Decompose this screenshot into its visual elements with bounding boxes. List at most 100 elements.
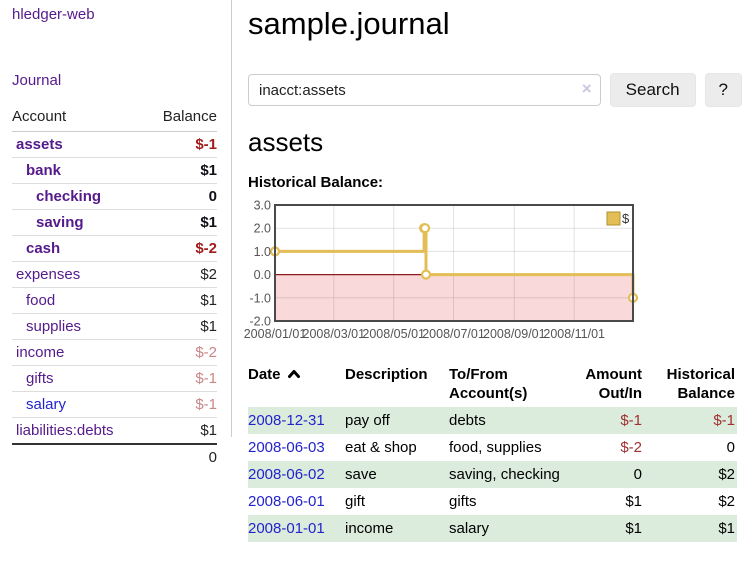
transaction-amount: $1 xyxy=(625,520,642,537)
transaction-text: debts xyxy=(449,412,486,429)
transaction-text: pay off xyxy=(345,412,390,429)
account-row: cash $-2 xyxy=(12,235,217,262)
transaction-amount: 0 xyxy=(726,439,735,456)
account-row: supplies $1 xyxy=(12,313,217,340)
svg-text:2008/11/01: 2008/11/01 xyxy=(543,327,605,341)
account-row: food $1 xyxy=(12,287,217,314)
accounts-total-value: 0 xyxy=(145,443,217,470)
column-header-historical: Historical Balance xyxy=(652,363,737,407)
account-balance: $1 xyxy=(145,313,217,340)
sort-ascending-icon xyxy=(287,370,300,378)
account-row: assets $-1 xyxy=(12,131,217,158)
transaction-row: 2008-06-02 save saving, checking 0 $2 xyxy=(248,461,737,488)
transaction-date-link[interactable]: 2008-12-31 xyxy=(248,412,325,429)
accounts-table: Account Balance assets $-1 bank $1 checking 0… xyxy=(12,106,217,470)
column-header-label: Amount Out/In xyxy=(585,366,642,402)
sidebar-account-link[interactable]: income xyxy=(16,344,65,361)
sidebar-account-link[interactable]: cash xyxy=(26,240,61,257)
transaction-row: 2008-06-01 gift gifts $1 $2 xyxy=(248,488,737,515)
svg-text:2008/01/01: 2008/01/01 xyxy=(244,327,307,341)
sidebar-account-link[interactable]: liabilities:debts xyxy=(16,422,114,439)
sidebar-account-link[interactable]: food xyxy=(26,292,56,309)
svg-text:2008/05/01: 2008/05/01 xyxy=(362,327,425,341)
transactions-table: Date Description To/From Account(s) Amount … xyxy=(248,363,737,542)
sidebar-account-link[interactable]: saving xyxy=(36,214,84,231)
account-balance: $-2 xyxy=(145,339,217,366)
svg-text:2.0: 2.0 xyxy=(254,222,271,236)
sidebar-account-link[interactable]: salary xyxy=(26,396,67,413)
column-header-label: Historical Balance xyxy=(666,366,735,402)
help-button[interactable]: ? xyxy=(704,73,742,107)
transaction-amount: $2 xyxy=(718,466,735,483)
clear-search-icon[interactable]: × xyxy=(581,79,592,98)
balance-chart-svg: $3.0 2.0 1.0 0.0 -1.0 -2.02008/01/012008/03/0… xyxy=(244,199,639,341)
sidebar-account-link[interactable]: assets xyxy=(16,136,63,153)
account-balance: $1 xyxy=(145,287,217,314)
account-row: expenses $2 xyxy=(12,261,217,288)
account-row: checking 0 xyxy=(12,183,217,210)
search-input[interactable] xyxy=(248,74,601,106)
transaction-date-link[interactable]: 2008-01-01 xyxy=(248,520,325,537)
account-balance: $1 xyxy=(145,417,217,444)
sidebar: hledger-web Journal Account Balance asse… xyxy=(0,0,232,470)
transaction-text: gifts xyxy=(449,493,477,510)
transaction-row: 2008-01-01 income salary $1 $1 xyxy=(248,515,737,542)
transaction-row: 2008-06-03 eat & shop food, supplies $-2 0 xyxy=(248,434,737,461)
svg-text:-2.0: -2.0 xyxy=(249,315,271,329)
sidebar-account-link[interactable]: expenses xyxy=(16,266,81,283)
column-header-amount: Amount Out/In xyxy=(580,363,652,407)
column-header-label: Date xyxy=(248,366,281,383)
svg-text:2008/07/01: 2008/07/01 xyxy=(422,327,485,341)
sidebar-account-link[interactable]: supplies xyxy=(26,318,82,335)
account-balance: 0 xyxy=(145,183,217,210)
transaction-amount: $2 xyxy=(718,493,735,510)
sidebar-account-link[interactable]: checking xyxy=(36,188,102,205)
account-row: gifts $-1 xyxy=(12,365,217,392)
transaction-text: income xyxy=(345,520,394,537)
account-heading: assets xyxy=(248,127,324,157)
transaction-date-link[interactable]: 2008-06-02 xyxy=(248,466,325,483)
svg-text:2008/09/01: 2008/09/01 xyxy=(483,327,546,341)
account-balance: $-1 xyxy=(145,365,217,392)
accounts-total-row: 0 xyxy=(12,443,217,470)
svg-text:2008/03/01: 2008/03/01 xyxy=(303,327,366,341)
column-header-label: To/From Account(s) xyxy=(449,366,528,402)
sidebar-account-link[interactable]: gifts xyxy=(26,370,54,387)
transaction-text: food, supplies xyxy=(449,439,542,456)
column-header-date[interactable]: Date xyxy=(248,363,345,407)
svg-text:-1.0: -1.0 xyxy=(249,291,271,305)
brand-link[interactable]: hledger-web xyxy=(12,6,95,23)
transaction-amount: $1 xyxy=(718,520,735,537)
svg-text:3.0: 3.0 xyxy=(254,199,271,213)
search-form: × Search ? xyxy=(248,73,742,107)
main-content: sample.journal × Search ? assets Histori… xyxy=(244,0,742,542)
transaction-date-link[interactable]: 2008-06-01 xyxy=(248,493,325,510)
column-header-description: Description xyxy=(345,363,449,407)
account-balance: $-2 xyxy=(145,235,217,262)
accounts-header-account: Account xyxy=(12,106,146,132)
transaction-date-link[interactable]: 2008-06-03 xyxy=(248,439,325,456)
account-balance: $2 xyxy=(145,261,217,288)
account-row: salary $-1 xyxy=(12,391,217,418)
transaction-row: 2008-12-31 pay off debts $-1 $-1 xyxy=(248,407,737,434)
transaction-text: save xyxy=(345,466,377,483)
account-balance: $1 xyxy=(145,209,217,236)
column-header-to/from: To/From Account(s) xyxy=(449,363,580,407)
search-button[interactable]: Search xyxy=(609,73,696,107)
transaction-amount: 0 xyxy=(633,466,642,483)
transaction-text: salary xyxy=(449,520,490,537)
historical-balance-chart: $3.0 2.0 1.0 0.0 -1.0 -2.0 2008/01/01 2008/03/0… xyxy=(240,199,742,341)
svg-text:0.0: 0.0 xyxy=(254,268,271,282)
page-title: sample.journal xyxy=(248,6,450,41)
sidebar-account-link[interactable]: bank xyxy=(26,162,62,179)
account-row: saving $1 xyxy=(12,209,217,236)
transaction-text: eat & shop xyxy=(345,439,417,456)
account-row: liabilities:debts $1 xyxy=(12,417,217,444)
transaction-text: gift xyxy=(345,493,366,510)
transaction-amount: $-1 xyxy=(713,412,735,429)
svg-text:1.0: 1.0 xyxy=(254,245,271,259)
transaction-amount: $1 xyxy=(625,493,642,510)
column-header-label: Description xyxy=(345,366,428,383)
sidebar-item-journal[interactable]: Journal xyxy=(12,72,62,89)
transaction-amount: $-2 xyxy=(620,439,642,456)
